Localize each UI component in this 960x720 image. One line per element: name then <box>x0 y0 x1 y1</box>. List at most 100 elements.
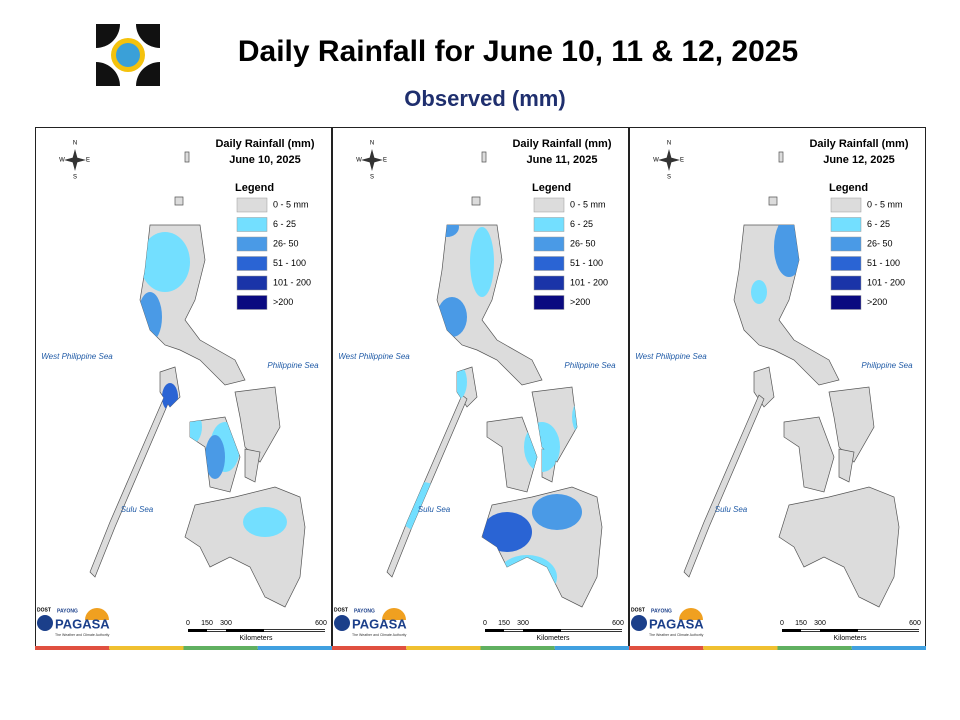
legend-swatch <box>830 236 862 252</box>
sea-label: West Philippine Sea <box>338 352 410 361</box>
footer-strip <box>629 646 704 650</box>
legend-label: 51 - 100 <box>570 258 603 268</box>
footer-strip <box>406 646 481 650</box>
scale-label: 600 <box>909 620 921 627</box>
rain-area <box>482 512 532 552</box>
map-date: June 10, 2025 <box>229 154 301 166</box>
scale-bar <box>188 629 325 632</box>
compass-label: E <box>383 158 387 164</box>
title: Daily Rainfall for June 10, 11 & 12, 202… <box>238 35 798 68</box>
scale-label: 0 <box>483 620 487 627</box>
legend-label: 101 - 200 <box>570 277 608 287</box>
logo-mark <box>37 615 53 631</box>
scale-label: 300 <box>814 620 826 627</box>
legend-label: 26- 50 <box>570 238 596 248</box>
compass-label: S <box>667 175 671 181</box>
logo-agency: DOST <box>37 607 51 613</box>
island <box>471 196 481 206</box>
legend-swatch <box>236 197 268 213</box>
legend-label: 0 - 5 mm <box>570 199 606 209</box>
compass <box>64 149 86 171</box>
legend-label: 0 - 5 mm <box>867 199 903 209</box>
legend-swatch <box>236 236 268 252</box>
scale-bar <box>485 629 622 632</box>
compass-label: W <box>653 158 659 164</box>
scale-unit: Kilometers <box>239 635 273 642</box>
compass <box>658 149 680 171</box>
island <box>778 486 900 608</box>
legend-label: 101 - 200 <box>273 277 311 287</box>
rain-area <box>243 507 287 537</box>
map-panel: N W E S Daily Rainfall (mm) June 12, 2025 Lege… <box>629 127 926 650</box>
island <box>244 448 261 483</box>
sea-label: Philippine Sea <box>564 361 616 370</box>
logo-name: PAGASA <box>649 616 704 631</box>
sea-label: Sulu Sea <box>121 505 154 514</box>
scale-label: 150 <box>498 620 510 627</box>
island <box>184 151 190 163</box>
legend-swatch <box>236 217 268 232</box>
legend-swatch <box>830 295 862 310</box>
logo-agency: DOST <box>334 607 348 613</box>
legend-label: 51 - 100 <box>867 258 900 268</box>
island <box>486 416 538 493</box>
footer-strip <box>851 646 926 650</box>
footer-strip <box>109 646 184 650</box>
island <box>733 224 840 386</box>
logo-tagline: The Weather and Climate Authority <box>55 633 110 637</box>
map-heading: Daily Rainfall (mm) <box>809 138 908 150</box>
scale-label: 0 <box>780 620 784 627</box>
compass-label: W <box>59 158 65 164</box>
footer-strip <box>777 646 852 650</box>
logo-tagline: The Weather and Climate Authority <box>352 633 407 637</box>
logo-program: PAYONG <box>354 608 375 614</box>
compass-label: N <box>73 141 77 147</box>
rain-area <box>205 435 225 479</box>
sea-label: Sulu Sea <box>715 505 748 514</box>
compass-label: E <box>86 158 90 164</box>
footer-strip <box>257 646 332 650</box>
scale-bar-seg <box>207 629 226 632</box>
scale-label: 150 <box>201 620 213 627</box>
scale-unit: Kilometers <box>536 635 570 642</box>
legend-label: 6 - 25 <box>867 219 890 229</box>
map-heading: Daily Rainfall (mm) <box>215 138 314 150</box>
map-heading: Daily Rainfall (mm) <box>512 138 611 150</box>
sea-label: West Philippine Sea <box>41 352 113 361</box>
compass-label: N <box>667 141 671 147</box>
logo-name: PAGASA <box>352 616 407 631</box>
island <box>828 386 875 463</box>
legend-label: >200 <box>867 297 887 307</box>
rain-area <box>470 227 494 297</box>
legend-swatch <box>533 275 565 291</box>
legend-label: 101 - 200 <box>867 277 905 287</box>
compass-label: E <box>680 158 684 164</box>
legend-swatch <box>236 275 268 291</box>
legend-label: 0 - 5 mm <box>273 199 309 209</box>
map-date: June 12, 2025 <box>823 154 895 166</box>
legend-swatch <box>533 256 565 271</box>
island <box>783 416 835 493</box>
rain-area <box>532 494 582 530</box>
legend-label: 6 - 25 <box>570 219 593 229</box>
rain-area <box>751 280 767 304</box>
legend-label: 51 - 100 <box>273 258 306 268</box>
sea-label: Philippine Sea <box>267 361 319 370</box>
logo-umbrella <box>382 608 406 620</box>
logo-umbrella <box>85 608 109 620</box>
scale-bar-seg <box>561 629 622 632</box>
logo-umbrella <box>679 608 703 620</box>
scale-bar-seg <box>858 629 919 632</box>
scale-label: 150 <box>795 620 807 627</box>
legend-label: 26- 50 <box>273 238 299 248</box>
legend-swatch <box>830 197 862 213</box>
sea-label: West Philippine Sea <box>635 352 707 361</box>
legend-swatch <box>236 256 268 271</box>
subtitle: Observed (mm) <box>404 86 565 111</box>
island <box>838 448 855 483</box>
footer-strip <box>480 646 555 650</box>
island <box>778 151 784 163</box>
footer-strip <box>332 646 407 650</box>
scale-label: 0 <box>186 620 190 627</box>
